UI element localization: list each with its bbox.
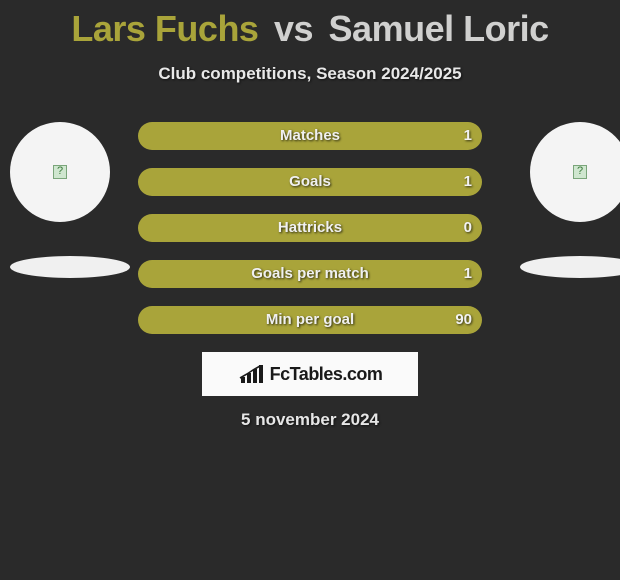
- stat-bar-label: Hattricks: [138, 214, 482, 242]
- branding-badge: FcTables.com: [202, 352, 418, 396]
- stat-bars-container: Matches1Goals1Hattricks0Goals per match1…: [138, 122, 482, 352]
- stat-bar-label: Matches: [138, 122, 482, 150]
- stat-bar-value-right: 1: [454, 122, 482, 150]
- stat-bar-label: Goals per match: [138, 260, 482, 288]
- stat-bar-label: Min per goal: [138, 306, 482, 334]
- branding-text: FcTables.com: [270, 364, 383, 385]
- stat-bar-value-right: 1: [454, 168, 482, 196]
- stat-bar-value-right: 1: [454, 260, 482, 288]
- placeholder-image-icon: [573, 165, 587, 179]
- player1-avatar: [10, 122, 110, 222]
- player2-avatar: [530, 122, 620, 222]
- player1-shadow: [10, 256, 130, 278]
- stat-bar-value-right: 90: [445, 306, 482, 334]
- vs-separator: vs: [274, 8, 313, 49]
- stat-bar: Goals per match1: [138, 260, 482, 288]
- stat-bar: Matches1: [138, 122, 482, 150]
- footer-date: 5 november 2024: [0, 410, 620, 430]
- stat-bar: Hattricks0: [138, 214, 482, 242]
- subtitle: Club competitions, Season 2024/2025: [0, 64, 620, 84]
- stat-bar-label: Goals: [138, 168, 482, 196]
- player2-shadow: [520, 256, 620, 278]
- player2-name: Samuel Loric: [329, 8, 549, 49]
- stat-bar: Min per goal90: [138, 306, 482, 334]
- placeholder-image-icon: [53, 165, 67, 179]
- page-title: Lars Fuchs vs Samuel Loric: [0, 0, 620, 50]
- player1-name: Lars Fuchs: [71, 8, 258, 49]
- stat-bar-value-right: 0: [454, 214, 482, 242]
- bars-chart-icon: [238, 363, 266, 385]
- stat-bar: Goals1: [138, 168, 482, 196]
